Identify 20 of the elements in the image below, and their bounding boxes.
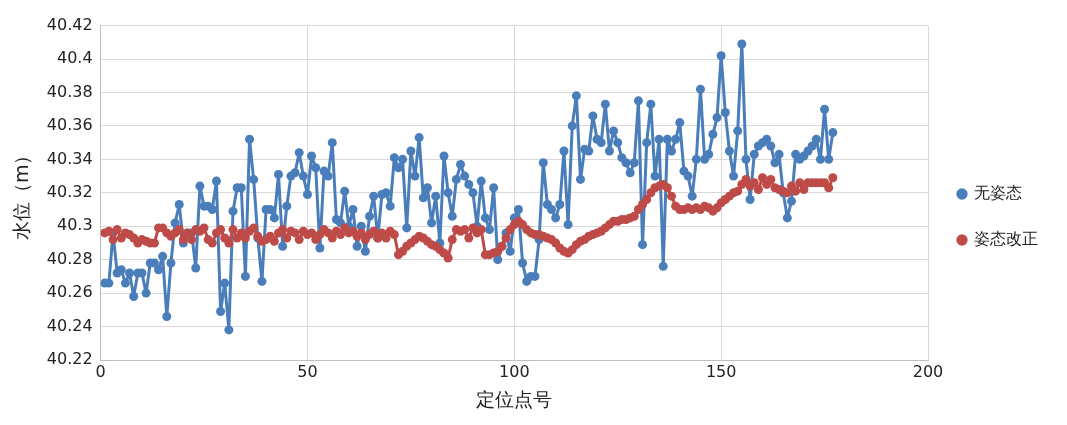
y-tick-label: 40.4: [56, 48, 93, 68]
y-tick-label: 40.42: [46, 14, 93, 34]
x-tick-label: 0: [95, 361, 106, 381]
x-tick-label: 100: [499, 361, 530, 381]
x-tick-label: 150: [705, 361, 737, 381]
legend-label: 无姿态: [974, 183, 1022, 203]
x-tick-label: 200: [912, 361, 944, 381]
y-tick-label: 40.38: [46, 81, 93, 101]
legend-label: 姿态改正: [974, 229, 1038, 249]
y-tick-label: 40.36: [46, 115, 93, 135]
y-tick-label: 40.22: [46, 349, 93, 369]
y-tick-label: 40.34: [46, 148, 93, 168]
y-tick-label: 40.28: [46, 248, 93, 268]
y-tick-label: 40.26: [46, 282, 93, 302]
x-axis-title: 定位点号: [476, 387, 553, 410]
y-tick-label: 40.32: [46, 181, 93, 201]
y-tick-label: 40.3: [56, 215, 93, 235]
y-tick-label: 40.24: [46, 315, 93, 335]
x-tick-label: 50: [297, 361, 318, 381]
y-axis-title: 水位（m）: [10, 145, 33, 241]
